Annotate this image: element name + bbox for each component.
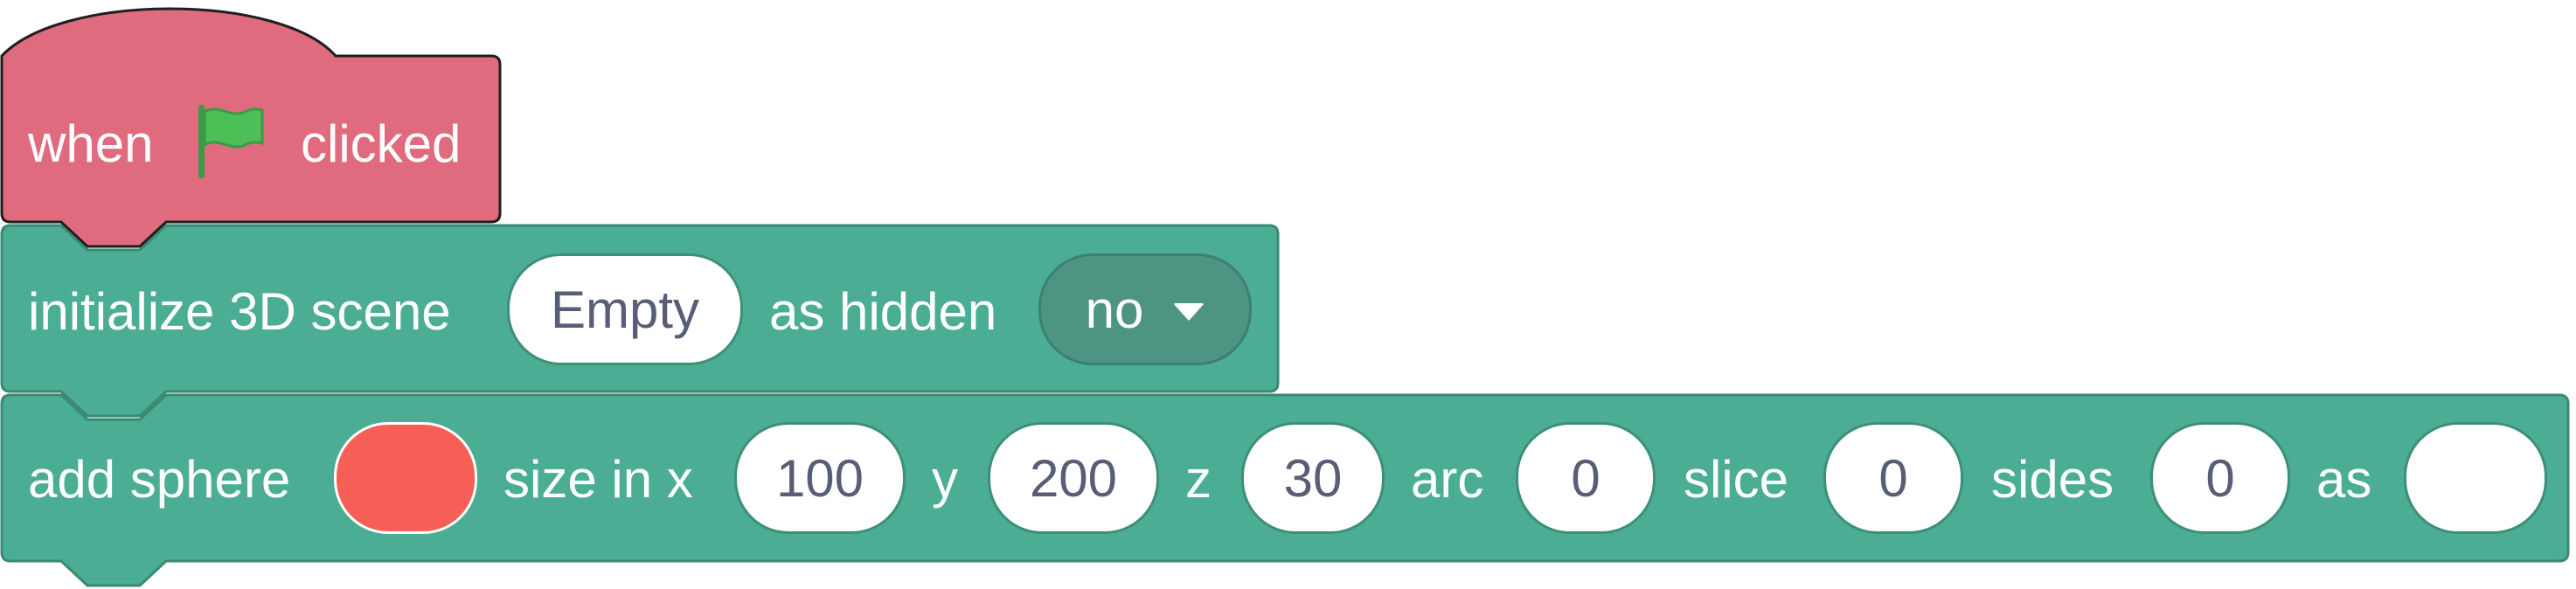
size-z-input[interactable]: 30 (1241, 422, 1385, 534)
green-flag-icon[interactable] (196, 103, 267, 180)
when-label: when (28, 114, 154, 173)
arc-input[interactable]: 0 (1516, 422, 1656, 534)
as-name-input[interactable] (2404, 422, 2547, 534)
slice-label: slice (1684, 450, 1789, 509)
as-label: as (2316, 450, 2372, 509)
add-sphere-label: add sphere (28, 450, 291, 509)
initialize-scene-label: initialize 3D scene (28, 282, 451, 341)
slice-input[interactable]: 0 (1823, 422, 1963, 534)
hidden-value: no (1085, 280, 1144, 339)
size-in-x-label: size in x (503, 450, 693, 509)
z-label: z (1185, 450, 1212, 509)
hidden-dropdown[interactable]: no (1038, 253, 1252, 365)
as-hidden-label: as hidden (769, 282, 997, 341)
sphere-color-picker[interactable] (334, 422, 477, 534)
size-y-input[interactable]: 200 (988, 422, 1159, 534)
y-label: y (932, 450, 958, 509)
sides-input[interactable]: 0 (2150, 422, 2290, 534)
scene-name-input[interactable]: Empty (507, 253, 743, 365)
arc-label: arc (1411, 450, 1484, 509)
sides-label: sides (1991, 450, 2114, 509)
size-x-input[interactable]: 100 (734, 422, 906, 534)
clicked-label: clicked (301, 114, 462, 173)
caret-down-icon (1173, 303, 1205, 321)
